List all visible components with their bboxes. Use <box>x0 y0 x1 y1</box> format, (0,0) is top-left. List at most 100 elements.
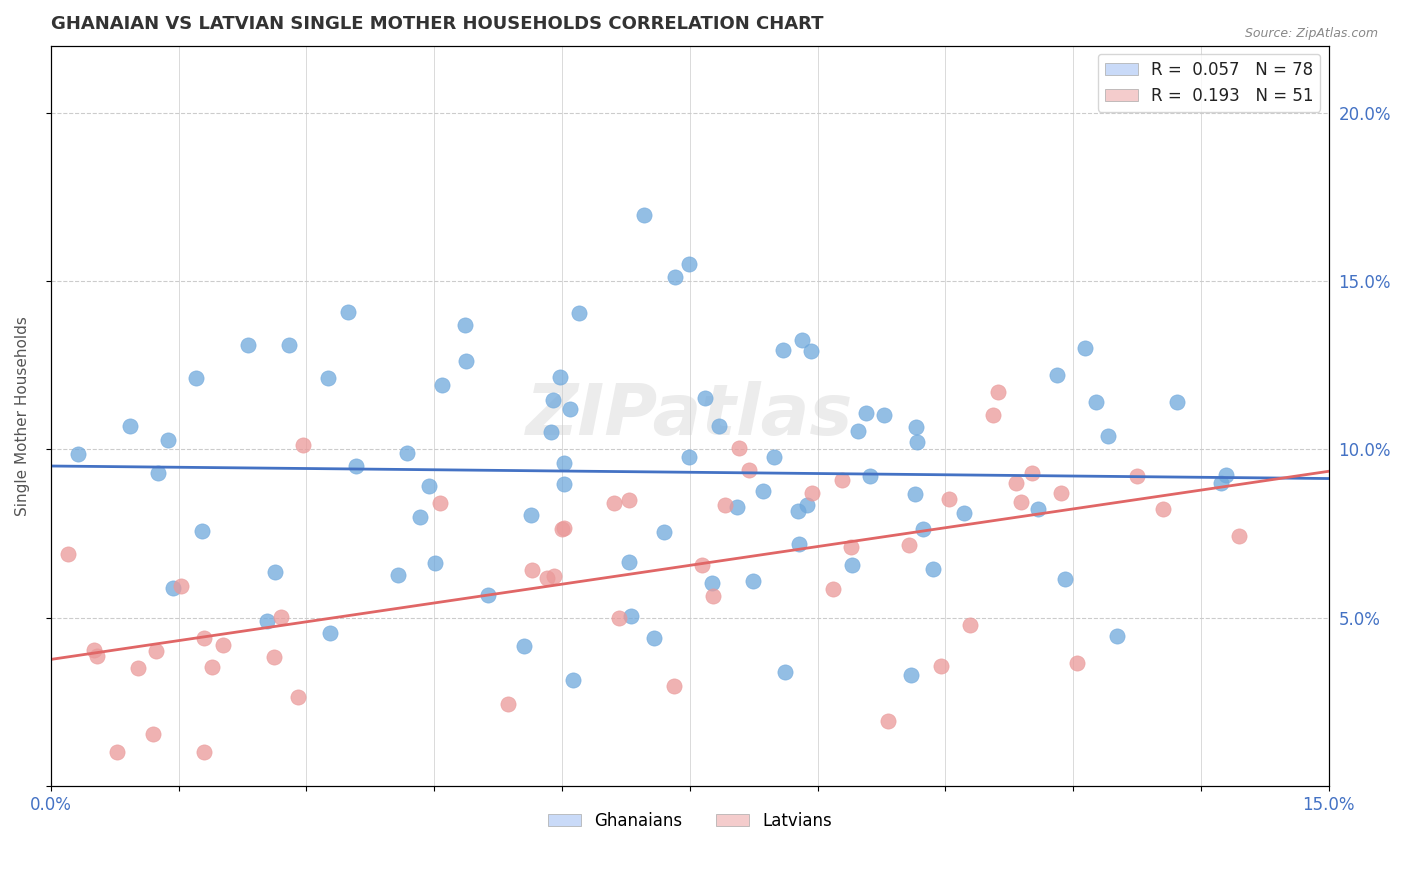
Point <box>831 473 853 487</box>
Point <box>905 435 928 450</box>
Point <box>553 476 575 491</box>
Point <box>952 506 974 520</box>
Point <box>792 333 814 347</box>
Point <box>292 438 315 452</box>
Point <box>83 643 105 657</box>
Point <box>287 690 309 704</box>
Point <box>477 588 499 602</box>
Point <box>408 510 430 524</box>
Point <box>118 418 141 433</box>
Point <box>336 305 359 319</box>
Point <box>1097 429 1119 443</box>
Point <box>855 406 877 420</box>
Point <box>170 579 193 593</box>
Point <box>454 353 477 368</box>
Point <box>762 450 785 464</box>
Point <box>693 391 716 405</box>
Point <box>454 318 477 333</box>
Point <box>678 450 700 465</box>
Point <box>1152 501 1174 516</box>
Point <box>662 679 685 693</box>
Point <box>752 483 775 498</box>
Point <box>652 525 675 540</box>
Point <box>617 555 640 569</box>
Point <box>543 569 565 583</box>
Point <box>714 498 737 512</box>
Point <box>519 508 541 522</box>
Point <box>553 521 575 535</box>
Point <box>186 371 208 385</box>
Point <box>1066 657 1088 671</box>
Point <box>1010 495 1032 509</box>
Point <box>1107 629 1129 643</box>
Point <box>316 371 339 385</box>
Point <box>496 697 519 711</box>
Text: GHANAIAN VS LATVIAN SINGLE MOTHER HOUSEHOLDS CORRELATION CHART: GHANAIAN VS LATVIAN SINGLE MOTHER HOUSEH… <box>51 15 824 33</box>
Point <box>162 581 184 595</box>
Point <box>193 631 215 645</box>
Point <box>1227 529 1250 543</box>
Point <box>898 537 921 551</box>
Point <box>558 402 581 417</box>
Point <box>727 441 749 455</box>
Point <box>938 492 960 507</box>
Point <box>107 745 129 759</box>
Point <box>609 611 631 625</box>
Point <box>900 667 922 681</box>
Point <box>67 447 90 461</box>
Point <box>551 523 574 537</box>
Point <box>690 558 713 573</box>
Point <box>1026 501 1049 516</box>
Point <box>800 343 823 358</box>
Point <box>738 463 761 477</box>
Point <box>212 638 235 652</box>
Point <box>904 487 927 501</box>
Point <box>430 377 453 392</box>
Legend: Ghanaians, Latvians: Ghanaians, Latvians <box>541 805 839 837</box>
Point <box>707 419 730 434</box>
Point <box>193 745 215 759</box>
Point <box>536 571 558 585</box>
Point <box>620 608 643 623</box>
Point <box>86 649 108 664</box>
Point <box>981 408 1004 422</box>
Point <box>725 500 748 514</box>
Point <box>846 425 869 439</box>
Point <box>1021 466 1043 480</box>
Point <box>859 468 882 483</box>
Point <box>633 208 655 222</box>
Point <box>318 625 340 640</box>
Point <box>987 385 1010 400</box>
Point <box>1049 485 1071 500</box>
Point <box>787 503 810 517</box>
Point <box>905 420 928 434</box>
Text: Source: ZipAtlas.com: Source: ZipAtlas.com <box>1244 27 1378 40</box>
Point <box>387 568 409 582</box>
Point <box>157 434 180 448</box>
Point <box>146 466 169 480</box>
Point <box>550 369 572 384</box>
Point <box>429 496 451 510</box>
Point <box>877 714 900 728</box>
Point <box>643 631 665 645</box>
Point <box>236 337 259 351</box>
Point <box>1005 475 1028 490</box>
Text: ZIPatlas: ZIPatlas <box>526 381 853 450</box>
Point <box>702 576 724 591</box>
Point <box>664 270 686 285</box>
Point <box>841 558 863 572</box>
Point <box>602 496 624 510</box>
Point <box>56 547 79 561</box>
Point <box>702 589 724 603</box>
Point <box>772 343 794 357</box>
Point <box>418 479 440 493</box>
Point <box>270 610 292 624</box>
Point <box>931 659 953 673</box>
Point <box>201 660 224 674</box>
Point <box>1085 395 1108 409</box>
Point <box>568 306 591 320</box>
Point <box>1215 468 1237 483</box>
Point <box>678 257 700 271</box>
Point <box>742 574 765 588</box>
Point <box>264 566 287 580</box>
